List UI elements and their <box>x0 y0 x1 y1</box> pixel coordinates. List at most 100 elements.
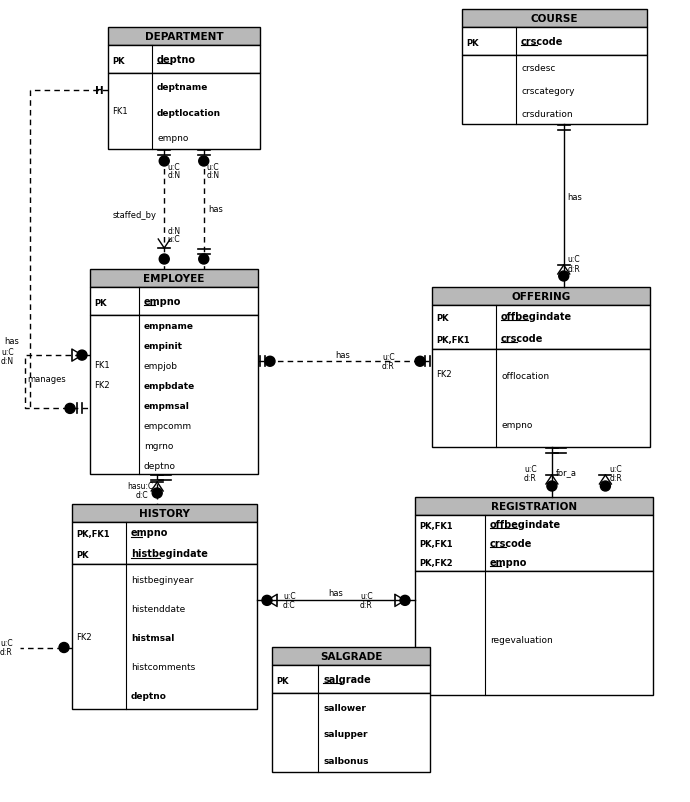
Text: d:C: d:C <box>283 600 295 609</box>
Text: salupper: salupper <box>323 729 368 739</box>
Text: d:N: d:N <box>207 172 220 180</box>
Text: histcomments: histcomments <box>131 662 195 671</box>
Circle shape <box>65 404 75 414</box>
Text: PK: PK <box>436 314 448 322</box>
Text: FK2: FK2 <box>436 370 452 379</box>
Text: has: has <box>335 350 350 359</box>
Text: crscode: crscode <box>490 538 533 549</box>
Text: FK1: FK1 <box>112 107 128 116</box>
Text: salbonus: salbonus <box>323 755 368 764</box>
Text: offbegindate: offbegindate <box>490 520 561 529</box>
Text: u:C: u:C <box>167 164 180 172</box>
Text: hasu:C: hasu:C <box>127 482 153 491</box>
Text: u:C: u:C <box>568 255 580 264</box>
Text: manages: manages <box>27 375 66 384</box>
Text: d:C: d:C <box>135 491 148 500</box>
Circle shape <box>415 357 425 367</box>
Circle shape <box>159 157 169 167</box>
Text: empbdate: empbdate <box>144 382 195 391</box>
Text: histenddate: histenddate <box>131 605 185 614</box>
Text: FK2: FK2 <box>76 632 92 642</box>
Bar <box>272 647 430 665</box>
Text: d:N: d:N <box>167 172 180 180</box>
Bar <box>72 504 257 522</box>
Text: d:R: d:R <box>568 264 580 273</box>
Text: empcomm: empcomm <box>144 421 192 430</box>
Text: OFFERING: OFFERING <box>511 292 571 302</box>
Text: u:C: u:C <box>0 638 12 647</box>
Bar <box>272 693 430 772</box>
Text: FK1: FK1 <box>94 361 110 370</box>
Circle shape <box>152 488 162 498</box>
Text: offlocation: offlocation <box>501 372 549 381</box>
Text: u:C: u:C <box>283 591 295 600</box>
Text: d:R: d:R <box>382 361 395 371</box>
Bar <box>72 565 257 709</box>
Text: EMPLOYEE: EMPLOYEE <box>144 273 205 284</box>
Circle shape <box>199 157 209 167</box>
Circle shape <box>559 272 569 282</box>
Bar <box>432 350 650 448</box>
Text: deptno: deptno <box>144 461 176 470</box>
Text: DEPARTMENT: DEPARTMENT <box>145 32 224 42</box>
Bar <box>462 56 647 125</box>
Text: regevaluation: regevaluation <box>490 635 553 644</box>
Text: has: has <box>208 205 223 214</box>
Text: SALGRADE: SALGRADE <box>319 651 382 661</box>
Text: staffed_by: staffed_by <box>112 210 156 219</box>
Text: PK,FK2: PK,FK2 <box>419 558 453 567</box>
Text: u:C: u:C <box>609 465 622 474</box>
Text: empno: empno <box>501 421 533 430</box>
Text: sallower: sallower <box>323 703 366 712</box>
Bar <box>90 288 258 316</box>
Text: histbeginyear: histbeginyear <box>131 576 193 585</box>
Text: histmsal: histmsal <box>131 634 175 642</box>
Text: empname: empname <box>144 322 194 331</box>
Text: empjob: empjob <box>144 362 178 371</box>
Text: crscode: crscode <box>521 37 563 47</box>
Circle shape <box>547 481 557 492</box>
Bar <box>90 316 258 475</box>
Text: d:N: d:N <box>1 356 14 365</box>
Text: deptname: deptname <box>157 83 208 92</box>
Bar <box>432 288 650 306</box>
Text: empmsal: empmsal <box>144 402 190 411</box>
Text: PK: PK <box>466 38 478 48</box>
Circle shape <box>265 357 275 367</box>
Text: crsdesc: crsdesc <box>521 64 555 73</box>
Circle shape <box>600 481 611 492</box>
Text: d:R: d:R <box>360 600 373 609</box>
Text: for_a: for_a <box>556 468 577 477</box>
Text: empno: empno <box>157 134 188 143</box>
Text: offbegindate: offbegindate <box>501 312 572 322</box>
Bar <box>462 28 647 56</box>
Text: mgrno: mgrno <box>144 441 173 450</box>
Circle shape <box>159 255 169 265</box>
Text: REGISTRATION: REGISTRATION <box>491 501 577 512</box>
Text: has: has <box>4 336 19 345</box>
Text: u:C: u:C <box>360 591 373 600</box>
Text: empno: empno <box>490 557 527 567</box>
Text: u:C: u:C <box>167 235 180 244</box>
Text: histbegindate: histbegindate <box>131 549 208 559</box>
Bar <box>415 516 653 571</box>
Text: d:R: d:R <box>524 474 537 483</box>
Bar <box>415 571 653 695</box>
Bar <box>72 522 257 565</box>
Text: deptno: deptno <box>157 55 196 65</box>
Bar <box>432 306 650 350</box>
Circle shape <box>77 350 87 361</box>
Text: deptno: deptno <box>131 691 167 701</box>
Text: has: has <box>568 193 582 202</box>
Text: salgrade: salgrade <box>323 674 371 684</box>
Text: has: has <box>328 588 343 597</box>
Bar <box>108 74 260 150</box>
Circle shape <box>262 596 272 606</box>
Bar <box>90 269 258 288</box>
Text: u:C: u:C <box>1 347 14 356</box>
Text: PK,FK1: PK,FK1 <box>419 521 453 530</box>
Text: crscategory: crscategory <box>521 87 575 96</box>
Text: d:R: d:R <box>609 474 622 483</box>
Bar <box>272 665 430 693</box>
Text: PK: PK <box>76 550 88 559</box>
